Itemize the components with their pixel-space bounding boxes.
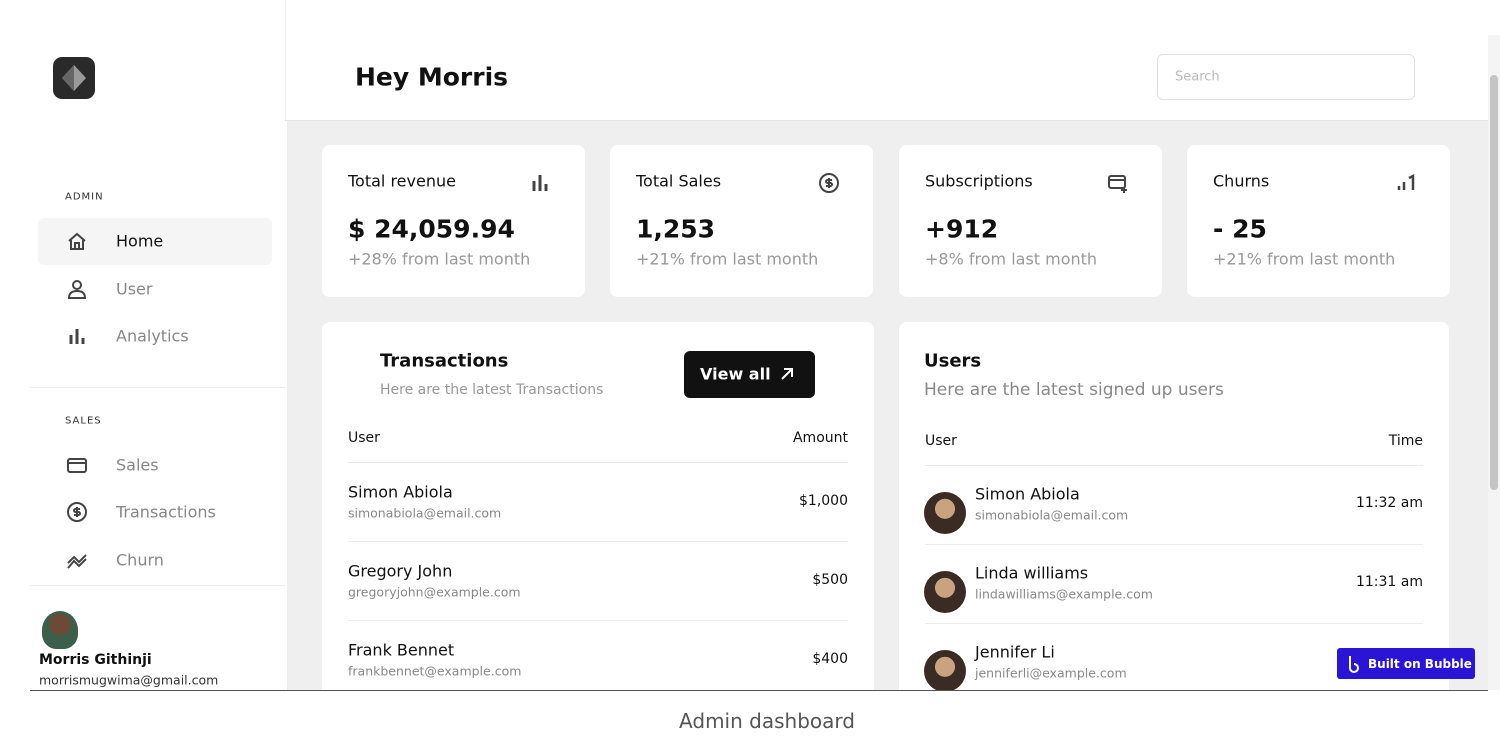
avatar [42, 611, 78, 649]
stat-card: Churns - 25 +21% from last month [1187, 145, 1450, 297]
transactions-card: Transactions Here are the latest Transact… [322, 322, 874, 690]
stat-value: - 25 [1213, 214, 1267, 244]
greeting: Hey Morris [355, 62, 509, 92]
app: Hey Morris Search ADMIN Home User Analytics SA… [30, 0, 1500, 690]
nav-item[interactable]: Transactions [116, 502, 216, 522]
section-label: ADMIN [65, 191, 104, 203]
stat-icon [1107, 172, 1129, 198]
user-email: morrismugwima@gmail.com [39, 672, 219, 688]
arrow-icon [781, 368, 793, 380]
stat-card: Total revenue $ 24,059.94 +28% from last m… [322, 145, 585, 297]
card-subtitle: Here are the latest Transactions [380, 382, 604, 398]
row-email: jenniferli@example.com [975, 665, 1127, 681]
stat-icon [818, 172, 840, 198]
stat-title: Total Sales [636, 171, 722, 191]
divider [285, 120, 1488, 121]
stat-card: Subscriptions +912 +8% from last month [899, 145, 1162, 297]
row-name: Gregory John [348, 561, 453, 581]
row-divider [348, 462, 848, 463]
stat-change: +21% from last month [1213, 249, 1396, 269]
stat-change: +8% from last month [925, 249, 1098, 269]
scroll-thumb[interactable] [1490, 75, 1498, 490]
frame-line [30, 690, 1488, 691]
row-divider [925, 465, 1423, 466]
nav-item[interactable]: Home [116, 231, 164, 251]
nav-icon [66, 325, 88, 351]
row-time: 11:31 am [1355, 574, 1423, 590]
stat-icon [530, 172, 552, 198]
row-name: Simon Abiola [348, 482, 453, 502]
bubble-icon [1349, 656, 1359, 673]
row-divider [348, 620, 848, 621]
nav-icon [66, 549, 88, 575]
nav-icon [66, 230, 88, 256]
nav-item[interactable]: Churn [116, 550, 164, 570]
card-subtitle: Here are the latest signed up users [924, 380, 1224, 400]
nav-icon [66, 278, 88, 304]
row-name: Frank Bennet [348, 640, 455, 660]
column-header: Time [1388, 433, 1423, 449]
column-header: User [925, 433, 957, 449]
nav-icon [66, 454, 88, 480]
section-label: SALES [65, 415, 102, 427]
row-divider [925, 623, 1423, 624]
row-amount: $1,000 [799, 493, 848, 509]
column-header: Amount [792, 430, 848, 446]
row-time: 11:32 am [1355, 495, 1423, 511]
row-email: simonabiola@email.com [975, 507, 1129, 523]
caption: Admin dashboard [679, 709, 855, 733]
row-name: Jennifer Li [975, 642, 1055, 662]
logo [53, 57, 95, 99]
avatar [924, 571, 966, 613]
stat-change: +21% from last month [636, 249, 819, 269]
stat-icon [1395, 172, 1417, 198]
column-header: User [348, 430, 380, 446]
badge-label: Built on Bubble [1368, 657, 1472, 671]
stat-title: Total revenue [348, 171, 456, 191]
search-placeholder: Search [1175, 69, 1220, 85]
button-label: View all [700, 364, 771, 384]
card-title: Users [924, 350, 982, 372]
stat-value: $ 24,059.94 [348, 214, 515, 244]
view-all-button[interactable]: View all [684, 351, 815, 398]
row-name: Linda williams [975, 563, 1089, 583]
card-title: Transactions [380, 350, 509, 372]
nav-icon [66, 501, 88, 527]
row-amount: $500 [812, 572, 848, 588]
stat-card: Total Sales 1,253 +21% from last month [610, 145, 873, 297]
bubble-badge[interactable]: Built on Bubble [1337, 648, 1475, 679]
nav-active [38, 218, 272, 265]
user-name: Morris Githinji [39, 652, 152, 668]
nav-item[interactable]: User [116, 279, 153, 299]
stat-title: Subscriptions [925, 171, 1033, 191]
avatar [924, 650, 966, 690]
row-email: gregoryjohn@example.com [348, 584, 521, 600]
users-card: Users Here are the latest signed up users… [899, 322, 1449, 690]
stat-value: +912 [925, 214, 999, 244]
scrollbar [1488, 35, 1500, 690]
row-email: lindawilliams@example.com [975, 586, 1153, 602]
stat-title: Churns [1213, 171, 1270, 191]
row-amount: $400 [812, 651, 848, 667]
divider [30, 387, 285, 388]
search-box[interactable] [1157, 54, 1415, 100]
row-name: Simon Abiola [975, 484, 1080, 504]
row-email: simonabiola@email.com [348, 505, 502, 521]
divider [30, 585, 285, 586]
stat-change: +28% from last month [348, 249, 531, 269]
row-email: frankbennet@example.com [348, 663, 522, 679]
divider [285, 0, 286, 120]
avatar [924, 492, 966, 534]
nav-item[interactable]: Sales [116, 455, 159, 475]
row-divider [925, 544, 1423, 545]
row-divider [348, 541, 848, 542]
nav-item[interactable]: Analytics [116, 326, 189, 346]
stat-value: 1,253 [636, 214, 716, 244]
